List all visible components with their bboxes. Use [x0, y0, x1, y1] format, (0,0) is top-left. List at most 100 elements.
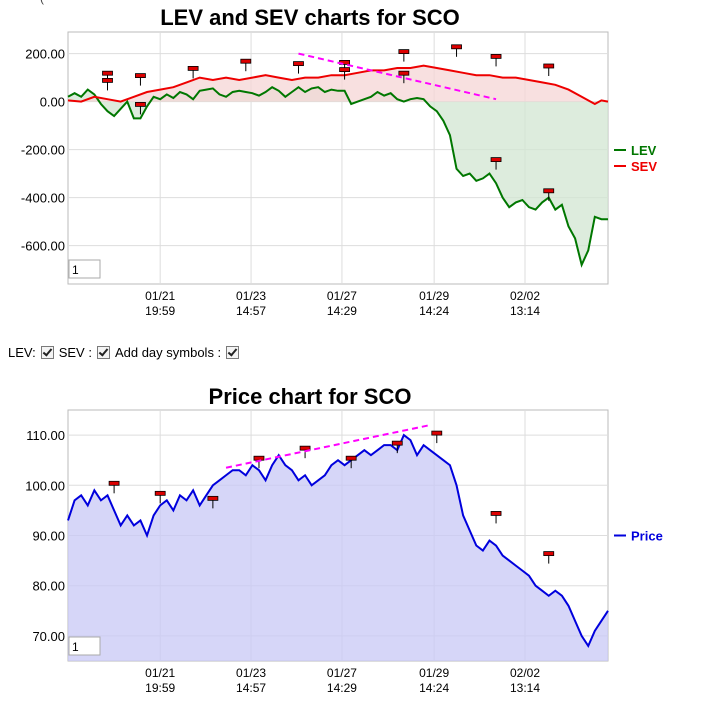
day-marker-flag — [240, 58, 252, 64]
series-area-price — [68, 435, 608, 661]
zoom-value: 1 — [72, 263, 79, 277]
x-tick-time-label: 14:29 — [327, 304, 357, 318]
y-tick-label: 110.00 — [26, 428, 65, 443]
day-marker-icon — [108, 480, 120, 494]
day-marker-flag — [108, 480, 120, 486]
legend-label-price: Price — [631, 529, 663, 544]
day-marker-flag — [490, 54, 502, 59]
lev-sev-chart[interactable]: 200.00 0.00 -200.00 -400.00 -600.00 01/2119:5… — [0, 0, 711, 330]
y-tick-label: 0.00 — [40, 95, 65, 110]
x-tick-date-label: 01/27 — [327, 289, 357, 303]
x-tick-date-label: 01/21 — [145, 666, 175, 680]
day-marker-icon — [543, 551, 555, 564]
day-marker-icon — [187, 66, 199, 79]
top-fragment-text: ( — [40, 0, 44, 5]
day-marker-icon — [543, 63, 555, 76]
day-marker-icon — [490, 511, 502, 524]
y-tick-label: -200.00 — [21, 143, 65, 158]
price-chart-title: Price chart for SCO — [208, 384, 412, 409]
day-marker-flag — [299, 445, 311, 451]
day-marker-flag — [102, 78, 113, 83]
day-marker-icon — [345, 455, 357, 469]
zoom-value: 1 — [72, 640, 79, 654]
x-tick-date-label: 01/21 — [145, 289, 175, 303]
x-tick-time-label: 14:24 — [419, 681, 449, 695]
x-tick-time-label: 14:57 — [236, 681, 266, 695]
day-symbols-checkbox[interactable] — [226, 346, 240, 359]
day-marker-icon — [154, 490, 166, 504]
x-tick-time-label: 13:14 — [510, 681, 540, 695]
x-tick-date-label: 01/27 — [327, 666, 357, 680]
series-toggle-controls: LEV: SEV : Add day symbols : — [8, 345, 241, 360]
x-tick-date-label: 02/02 — [510, 666, 540, 680]
y-tick-label: 200.00 — [25, 47, 65, 62]
x-tick-time-label: 13:14 — [510, 304, 540, 318]
day-symbols-toggle-label: Add day symbols : — [114, 345, 222, 360]
zoom-input[interactable] — [68, 636, 101, 656]
trendline — [298, 52, 497, 101]
day-marker-flag — [293, 61, 304, 66]
zoom-input[interactable] — [68, 259, 101, 279]
day-marker-flag — [398, 70, 410, 76]
x-tick-date-label: 01/23 — [236, 289, 266, 303]
day-marker-flag — [543, 551, 555, 556]
day-marker-flag — [451, 44, 462, 50]
x-tick-date-label: 02/02 — [510, 289, 540, 303]
y-tick-label: 100.00 — [25, 478, 65, 493]
y-tick-label: -400.00 — [21, 191, 65, 206]
x-tick-time-label: 19:59 — [145, 304, 175, 318]
x-tick-date-label: 01/29 — [419, 666, 449, 680]
day-marker-icon — [135, 102, 146, 115]
x-tick-time-label: 19:59 — [145, 681, 175, 695]
legend-label-sev: SEV — [631, 159, 657, 174]
y-tick-label: -600.00 — [21, 239, 65, 254]
x-tick-time-label: 14:57 — [236, 304, 266, 318]
sev-toggle-label: SEV : — [58, 345, 92, 360]
day-marker-icon — [543, 188, 555, 201]
lev-toggle-label: LEV: — [8, 345, 36, 360]
series-line-lev[interactable] — [67, 85, 608, 268]
day-marker-icon — [339, 67, 350, 80]
day-marker-icon — [490, 157, 502, 170]
lev-checkbox[interactable] — [40, 346, 54, 359]
day-marker-flag — [345, 455, 357, 461]
day-marker-flag — [207, 495, 219, 501]
day-marker-flag — [431, 430, 443, 436]
day-marker-icon — [490, 54, 502, 67]
day-marker-flag — [398, 49, 410, 54]
x-tick-date-label: 01/29 — [419, 289, 449, 303]
x-tick-date-label: 01/23 — [236, 666, 266, 680]
day-marker-flag — [543, 188, 555, 194]
x-tick-time-label: 14:24 — [419, 304, 449, 318]
day-marker-flag — [339, 67, 350, 72]
trendline — [225, 424, 431, 469]
day-marker-flag — [187, 66, 199, 71]
day-marker-icon — [451, 44, 462, 57]
day-marker-icon — [398, 70, 410, 84]
sev-checkbox[interactable] — [96, 346, 110, 359]
x-tick-time-label: 14:29 — [327, 681, 357, 695]
day-marker-flag — [391, 440, 403, 446]
day-marker-icon — [240, 58, 252, 72]
day-marker-flag — [543, 63, 555, 69]
legend-label-lev: LEV — [631, 143, 657, 158]
lev-sev-chart-title: LEV and SEV charts for SCO — [160, 5, 460, 30]
day-marker-flag — [102, 70, 113, 76]
series-line-price[interactable] — [67, 433, 609, 649]
day-marker-icon — [207, 495, 219, 509]
day-marker-icon — [431, 430, 443, 444]
day-marker-icon — [391, 440, 403, 454]
day-marker-flag — [253, 455, 265, 461]
day-marker-icon — [293, 61, 304, 74]
day-marker-icon — [398, 49, 410, 62]
y-tick-label: 80.00 — [32, 579, 65, 594]
day-marker-flag — [490, 157, 502, 163]
y-tick-label: 70.00 — [32, 629, 65, 644]
day-marker-flag — [490, 511, 502, 516]
series-area-lev — [68, 87, 608, 265]
day-marker-flag — [135, 102, 146, 107]
day-marker-icon — [102, 78, 113, 91]
day-marker-icon — [135, 73, 146, 86]
day-marker-flag — [154, 490, 166, 496]
